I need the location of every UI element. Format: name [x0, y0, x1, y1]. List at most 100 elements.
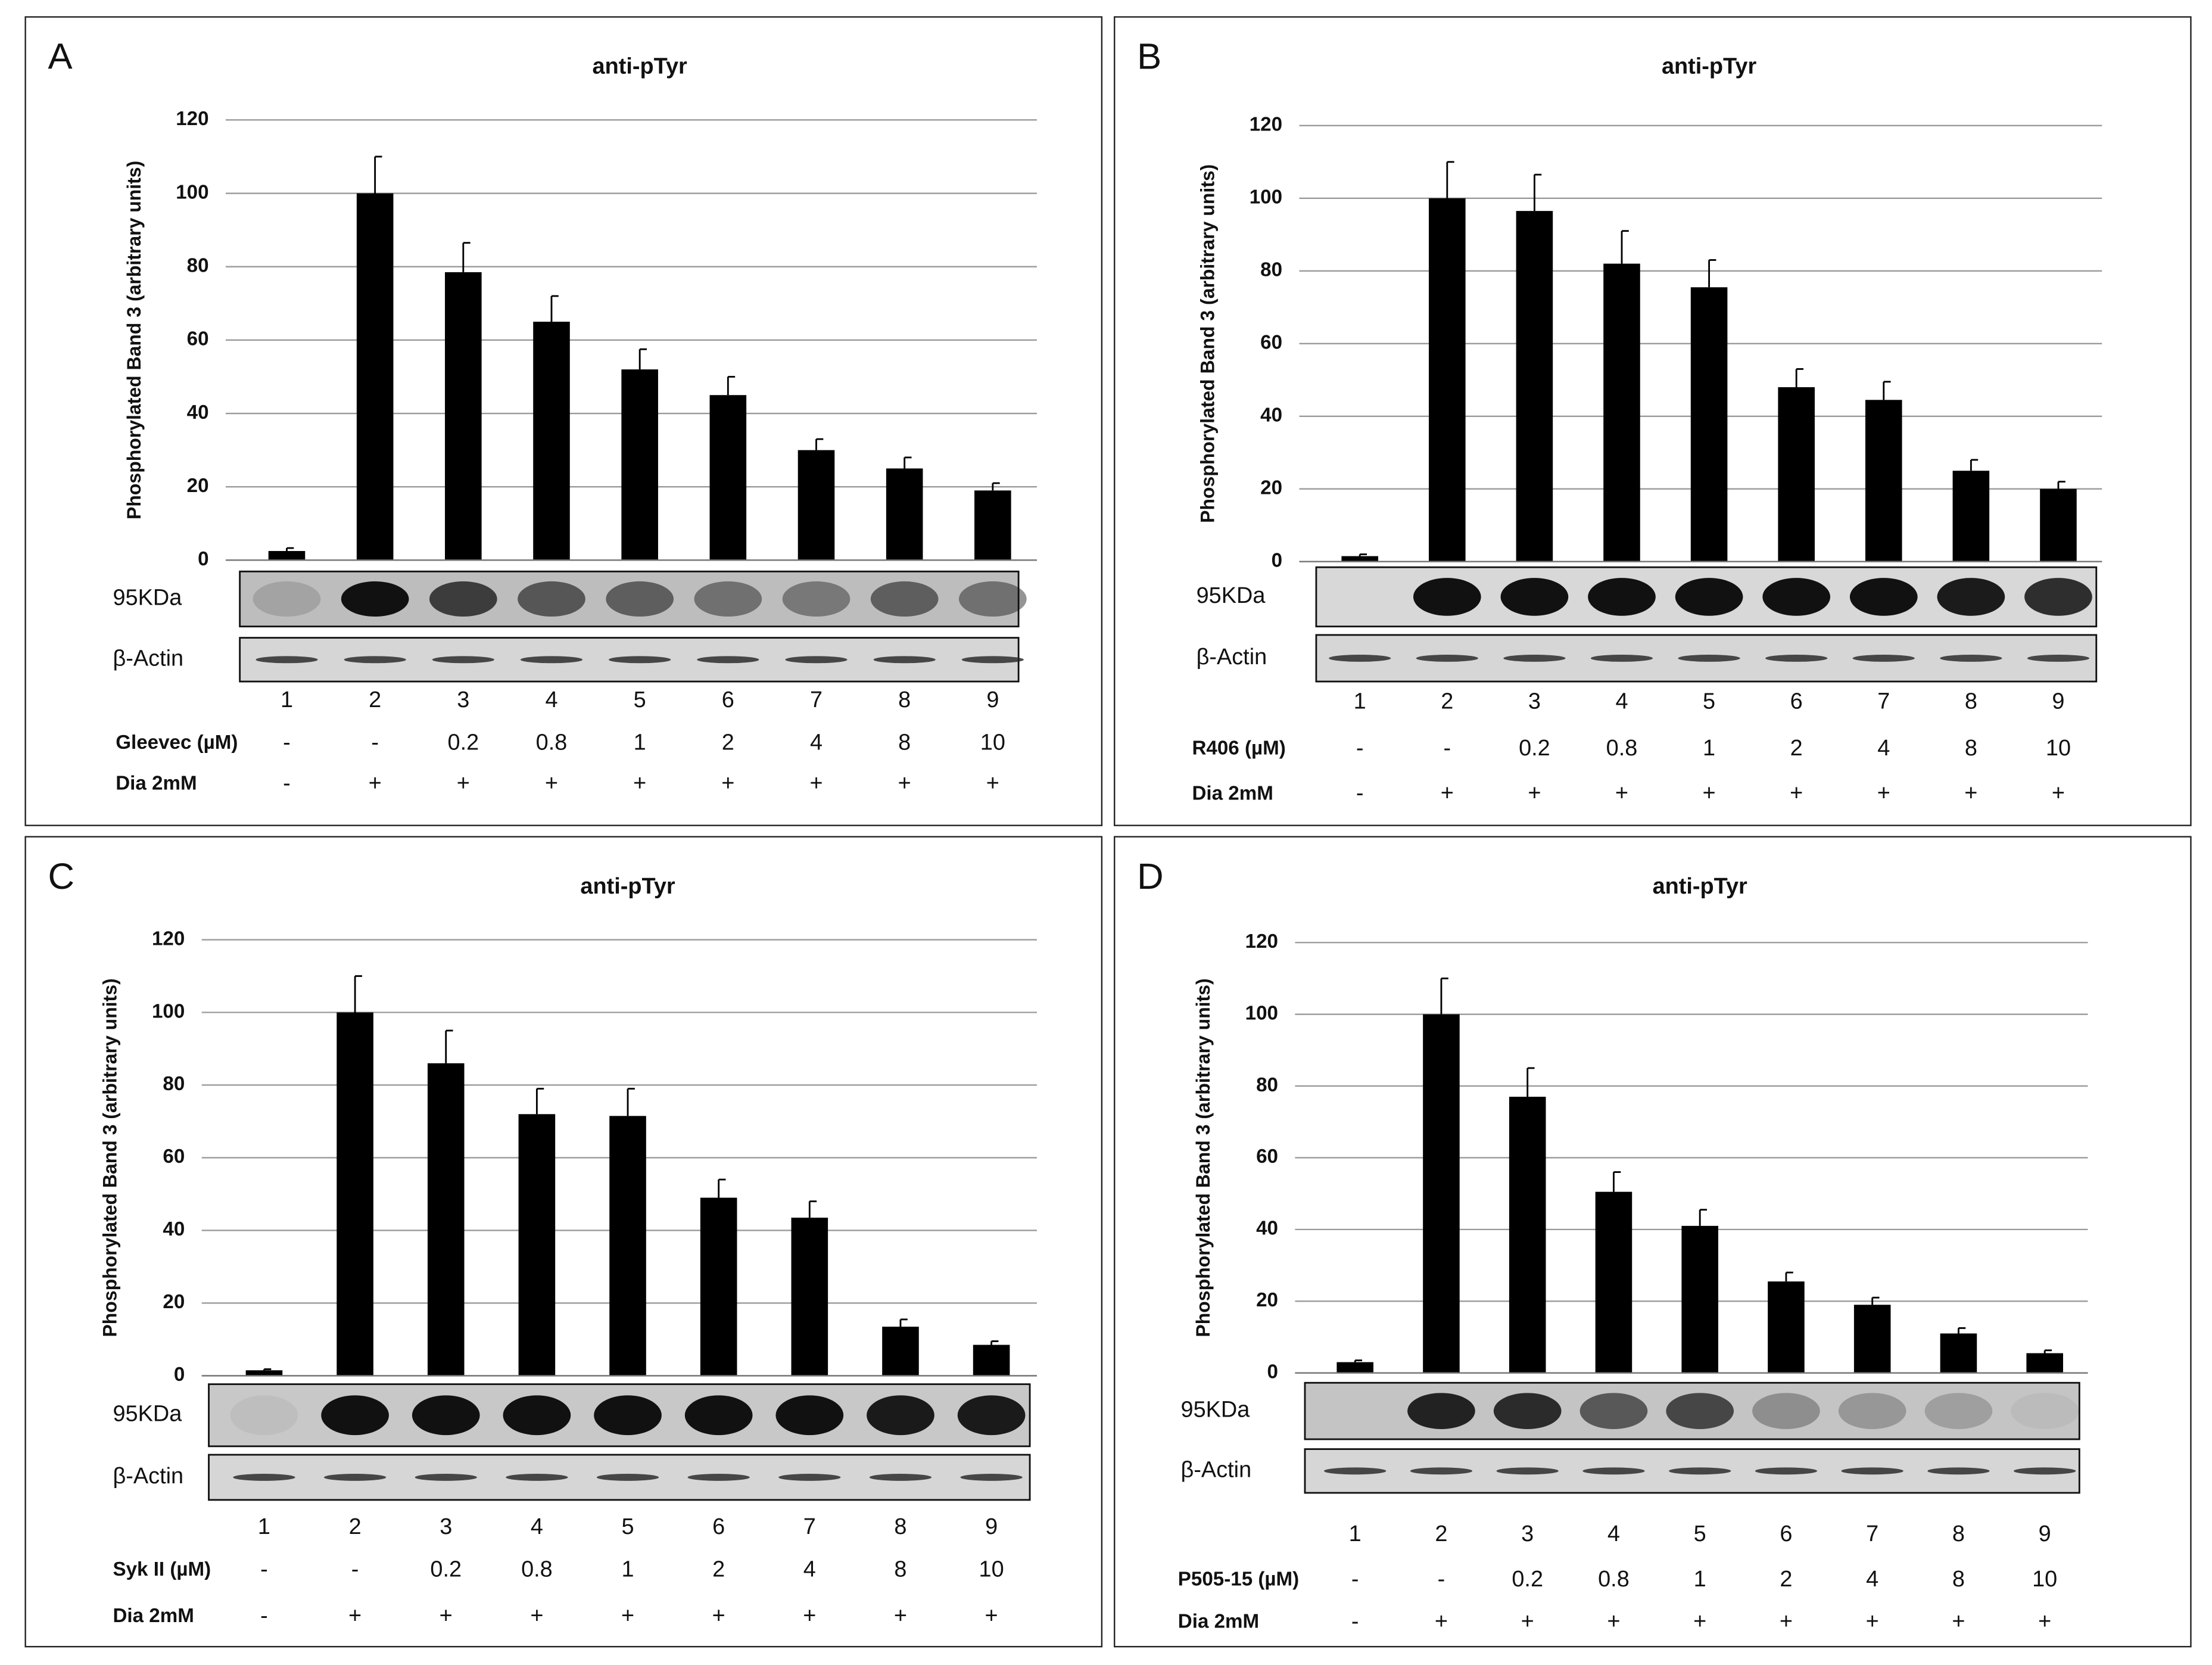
treatment-value: + [1607, 1609, 1620, 1634]
treatment-value: 4 [1877, 736, 1890, 761]
lane-number: 6 [722, 687, 734, 712]
y-tick-label: 20 [1256, 1289, 1278, 1311]
y-tick-label: 80 [163, 1073, 185, 1095]
lane-number: 4 [1607, 1521, 1620, 1546]
blot-band [1579, 1393, 1648, 1429]
lane-number: 9 [2052, 689, 2064, 714]
treatment-value: + [712, 1603, 725, 1628]
treatment-label: P505-15 (µM) [1178, 1568, 1299, 1591]
lane-number: 4 [531, 1514, 543, 1539]
bar [621, 369, 658, 561]
blot-band [230, 1395, 298, 1436]
actin-band [1755, 1467, 1818, 1475]
blot-label: 95KDa [1181, 1398, 1251, 1423]
lane-number: 1 [1354, 689, 1366, 714]
bar [709, 395, 747, 561]
bar [1516, 211, 1553, 562]
bar [700, 1197, 737, 1376]
blot-band [2024, 578, 2092, 616]
actin-band [1416, 655, 1478, 662]
treatment-value: + [1877, 781, 1890, 806]
blot-band [429, 581, 497, 617]
treatment-value: + [348, 1603, 362, 1628]
y-tick-label: 40 [187, 402, 209, 424]
treatment-value: - [260, 1557, 268, 1582]
chart-title: anti-pTyr [593, 54, 687, 79]
y-axis-label: Phosphorylated Band 3 (arbitrary units) [99, 978, 121, 1337]
blot-band [341, 581, 409, 617]
treatment-value: 2 [1780, 1567, 1792, 1592]
treatment-label: Syk II (µM) [113, 1558, 211, 1580]
lane-number: 8 [898, 687, 911, 712]
treatment-value: - [1351, 1609, 1359, 1634]
lane-number: 3 [440, 1514, 452, 1539]
y-axis-label: Phosphorylated Band 3 (arbitrary units) [123, 161, 145, 519]
y-tick-label: 60 [163, 1146, 185, 1168]
treatment-value: 0.8 [521, 1557, 553, 1582]
chart-title: anti-pTyr [1653, 874, 1747, 899]
blot-band [870, 581, 939, 617]
actin-band [1324, 1467, 1387, 1475]
blot-label: β-Actin [1181, 1457, 1252, 1482]
treatment-value: 0.8 [1598, 1567, 1630, 1592]
treatment-value: + [985, 1603, 998, 1628]
bar [518, 1114, 556, 1376]
y-tick-label: 100 [176, 181, 208, 203]
actin-band [1678, 655, 1740, 662]
actin-band [1590, 655, 1653, 662]
treatment-value: - [260, 1603, 268, 1628]
actin-band [1410, 1467, 1473, 1475]
treatment-value: - [283, 730, 291, 755]
actin-band [233, 1474, 295, 1481]
bar [886, 468, 923, 561]
bar [1853, 1305, 1891, 1373]
actin-band [609, 656, 671, 664]
bar [245, 1370, 283, 1376]
blot-band [518, 581, 585, 617]
actin-band [1582, 1467, 1645, 1475]
treatment-label: Dia 2mM [113, 1605, 194, 1627]
actin-band [1927, 1467, 1990, 1475]
actin-band [778, 1474, 841, 1481]
treatment-value: 4 [810, 730, 823, 755]
y-tick-label: 60 [1256, 1146, 1278, 1168]
lane-number: 2 [1441, 689, 1453, 714]
lane-number: 8 [894, 1514, 906, 1539]
actin-band [415, 1474, 477, 1481]
treatment-label: Gleevec (µM) [116, 732, 238, 754]
y-tick-label: 120 [1245, 930, 1278, 953]
treatment-value: 0.2 [448, 730, 479, 755]
treatment-value: + [1693, 1609, 1706, 1634]
lane-number: 7 [810, 687, 823, 712]
y-tick-label: 120 [152, 928, 185, 950]
bar [2026, 1353, 2063, 1373]
treatment-value: 1 [1703, 736, 1715, 761]
treatment-value: + [2038, 1609, 2051, 1634]
treatment-value: 8 [1965, 736, 1977, 761]
treatment-value: 8 [1952, 1567, 1965, 1592]
bar [974, 490, 1011, 561]
treatment-value: + [986, 771, 999, 796]
blot-band [1752, 1393, 1820, 1429]
y-tick-label: 20 [163, 1291, 185, 1313]
y-tick-label: 60 [1260, 332, 1282, 354]
lane-number: 5 [621, 1514, 634, 1539]
y-axis-label: Phosphorylated Band 3 (arbitrary units) [1192, 978, 1214, 1337]
treatment-value: + [530, 1603, 543, 1628]
treatment-value: 0.2 [430, 1557, 462, 1582]
actin-band [1852, 655, 1915, 662]
blot-band [1588, 578, 1656, 616]
treatment-value: - [1438, 1567, 1445, 1592]
blot-band [694, 581, 762, 617]
bar [1429, 198, 1466, 562]
bar [609, 1116, 646, 1376]
lane-number: 9 [2039, 1521, 2051, 1546]
treatment-value: + [721, 771, 734, 796]
y-tick-label: 120 [1250, 114, 1282, 136]
treatment-label: Dia 2mM [1178, 1611, 1259, 1633]
treatment-value: 8 [894, 1557, 906, 1582]
